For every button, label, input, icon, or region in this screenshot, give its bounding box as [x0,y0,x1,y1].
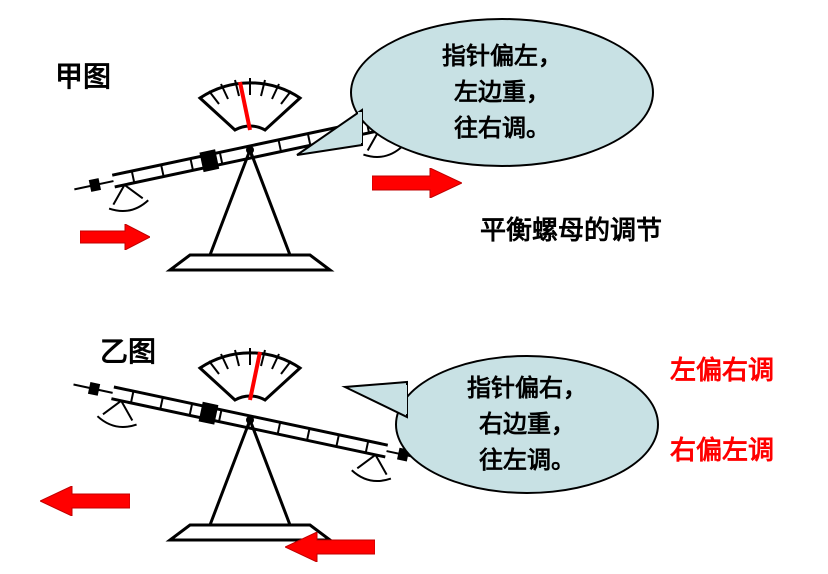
bubble-bottom-line1: 指针偏右， [467,371,587,407]
rule-2: 右偏左调 [670,430,774,467]
arrow-bottom-1 [40,486,130,516]
bubble-top: 指针偏左， 左边重， 往右调。 [350,18,654,167]
arrow-top-right [372,168,462,198]
bubble-bottom-line3: 往左调。 [479,443,575,479]
bubble-bottom: 指针偏右， 右边重， 往左调。 [395,355,659,494]
rule-1: 左偏右调 [670,350,774,387]
bubble-top-line2: 左边重， [454,75,550,111]
bubble-bottom-line2: 右边重， [479,407,575,443]
arrow-top-left [80,224,150,250]
arrow-bottom-2 [285,532,375,562]
diagram-stage: 甲图 [0,0,828,574]
side-title: 平衡螺母的调节 [480,210,662,247]
bubble-top-line1: 指针偏左， [442,39,562,75]
bubble-top-line3: 往右调。 [454,111,550,147]
